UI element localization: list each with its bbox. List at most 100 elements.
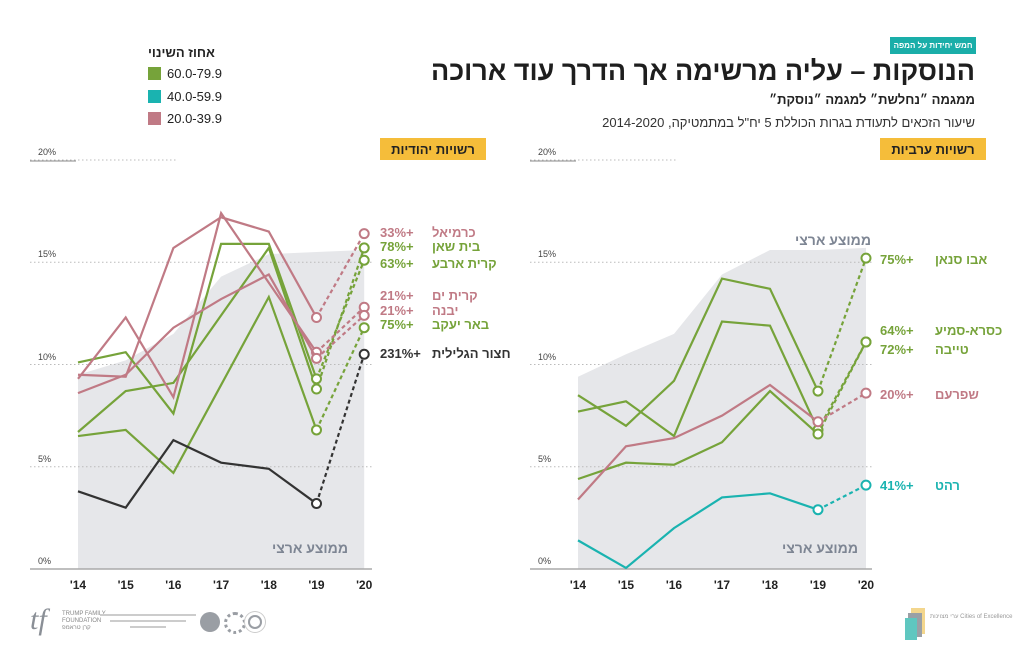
series-change-label: +64% bbox=[880, 323, 914, 338]
national-average-label: ממוצע ארצי bbox=[782, 540, 858, 556]
series-projection-dashed bbox=[315, 233, 366, 319]
jewish-municipalities-badge: רשויות יהודיות bbox=[380, 138, 486, 160]
series-change-label: +72% bbox=[880, 342, 914, 357]
x-tick-label: '17 bbox=[212, 578, 230, 592]
series-projection-dashed bbox=[817, 484, 867, 511]
y-tick-label: 15% bbox=[38, 249, 57, 260]
series-name-label: כרמיאל bbox=[432, 225, 476, 240]
x-tick-label: '16 bbox=[165, 578, 182, 592]
arab-municipalities-badge: רשויות ערביות bbox=[880, 138, 986, 160]
series-change-label: +33% bbox=[380, 225, 414, 240]
point-2019 bbox=[311, 498, 322, 510]
chart-description: שיעור הזכאים לתעודת בגרות הכוללת 5 יח"ל … bbox=[602, 115, 975, 130]
national-average-area bbox=[78, 249, 365, 570]
x-tick-label: '19 bbox=[308, 578, 325, 592]
series-line bbox=[577, 383, 819, 501]
gear-logo-icon bbox=[224, 612, 246, 634]
legend-title: אחוז השינוי bbox=[148, 45, 215, 60]
series-projection-dashed bbox=[315, 353, 366, 504]
five-units-map-badge[interactable]: חמש יחידות על המפה bbox=[890, 37, 976, 54]
point-2019 bbox=[812, 504, 824, 516]
point-2020 bbox=[358, 309, 370, 321]
series-line bbox=[577, 277, 819, 428]
series-line bbox=[77, 245, 318, 433]
x-tick-label: '20 bbox=[857, 578, 875, 592]
y-tick-label: 10% bbox=[538, 351, 557, 362]
point-2019 bbox=[311, 383, 322, 395]
series-name-label: קרית ארבע bbox=[432, 256, 497, 271]
legend-label: 20.0-39.9 bbox=[167, 111, 222, 126]
legend-label: 60.0-79.9 bbox=[167, 66, 222, 81]
point-2019 bbox=[812, 416, 824, 428]
series-name-label: שפרעם bbox=[935, 387, 979, 402]
series-change-label: +63% bbox=[380, 256, 414, 271]
series-projection-dashed bbox=[315, 247, 366, 390]
x-tick-label: '15 bbox=[117, 578, 134, 592]
series-name-label: באר יעקב bbox=[432, 317, 490, 332]
national-average-label: ממוצע ארצי bbox=[795, 232, 871, 248]
y-tick-label: 20% bbox=[38, 147, 57, 157]
national-average-area bbox=[578, 247, 866, 569]
y-tick-label: 15% bbox=[538, 249, 557, 260]
series-line bbox=[577, 389, 819, 481]
series-name-label: קרית ים bbox=[432, 288, 478, 303]
series-projection-dashed bbox=[817, 341, 867, 431]
legend-swatch bbox=[148, 90, 161, 103]
series-change-label: +21% bbox=[380, 303, 414, 318]
series-change-label: +75% bbox=[880, 252, 914, 267]
series-projection-dashed bbox=[817, 341, 867, 435]
series-change-label: +20% bbox=[880, 387, 914, 402]
series-line bbox=[77, 242, 318, 416]
series-line bbox=[577, 320, 819, 438]
y-tick-label: 5% bbox=[38, 453, 52, 464]
point-2020 bbox=[358, 348, 370, 360]
series-change-label: +231% bbox=[380, 346, 421, 361]
x-tick-label: '15 bbox=[617, 578, 635, 592]
cities-of-excellence-logo bbox=[905, 608, 927, 640]
series-name-label: חצור הגלילית bbox=[432, 346, 511, 361]
x-tick-label: '18 bbox=[761, 578, 779, 592]
point-2020 bbox=[358, 242, 370, 254]
series-projection-dashed bbox=[315, 306, 365, 354]
series-line bbox=[577, 492, 819, 570]
x-tick-label: '14 bbox=[69, 578, 87, 592]
point-2020 bbox=[860, 336, 872, 348]
series-projection-dashed bbox=[315, 259, 366, 380]
legend-swatch bbox=[148, 112, 161, 125]
point-2020 bbox=[358, 254, 370, 266]
cities-of-excellence-text: ערי מצוינות Cities of Excellence bbox=[930, 614, 1013, 620]
national-average-label: ממוצע ארצי bbox=[272, 540, 348, 556]
series-line bbox=[77, 438, 318, 509]
x-tick-label: '17 bbox=[713, 578, 731, 592]
series-line bbox=[77, 210, 318, 401]
y-tick-label: 10% bbox=[38, 351, 57, 362]
legend-swatch bbox=[148, 67, 161, 80]
legend-item: 40.0-59.9 bbox=[148, 89, 222, 104]
trump-foundation-logo: tf TRUMP FAMILY FOUNDATION קרן טראמפ bbox=[30, 603, 106, 636]
point-2020 bbox=[860, 479, 872, 491]
series-projection-dashed bbox=[816, 257, 868, 392]
point-2020 bbox=[860, 252, 872, 264]
point-2019 bbox=[311, 311, 322, 323]
point-2019 bbox=[311, 424, 322, 436]
university-seal-icon bbox=[200, 612, 220, 632]
series-name-label: יבנה bbox=[432, 303, 459, 318]
series-change-label: +41% bbox=[880, 478, 914, 493]
partner-text-logo bbox=[100, 610, 196, 634]
point-2019 bbox=[812, 428, 824, 440]
point-2020 bbox=[860, 387, 872, 399]
x-tick-label: '16 bbox=[665, 578, 683, 592]
x-tick-label: '19 bbox=[809, 578, 827, 592]
sun-logo-icon bbox=[248, 615, 262, 629]
page-title: הנוסקות – עליה מרשימה אך הדרך עוד ארוכה bbox=[430, 56, 975, 86]
legend-item: 60.0-79.9 bbox=[148, 66, 222, 81]
point-2020 bbox=[358, 228, 370, 240]
series-name-label: בית שאן bbox=[432, 239, 481, 254]
y-tick-label: 20% bbox=[538, 147, 557, 157]
series-change-label: +21% bbox=[380, 288, 414, 303]
series-line bbox=[77, 216, 318, 378]
point-2020 bbox=[358, 322, 370, 334]
series-projection-dashed bbox=[315, 314, 365, 360]
series-projection-dashed bbox=[817, 392, 867, 423]
